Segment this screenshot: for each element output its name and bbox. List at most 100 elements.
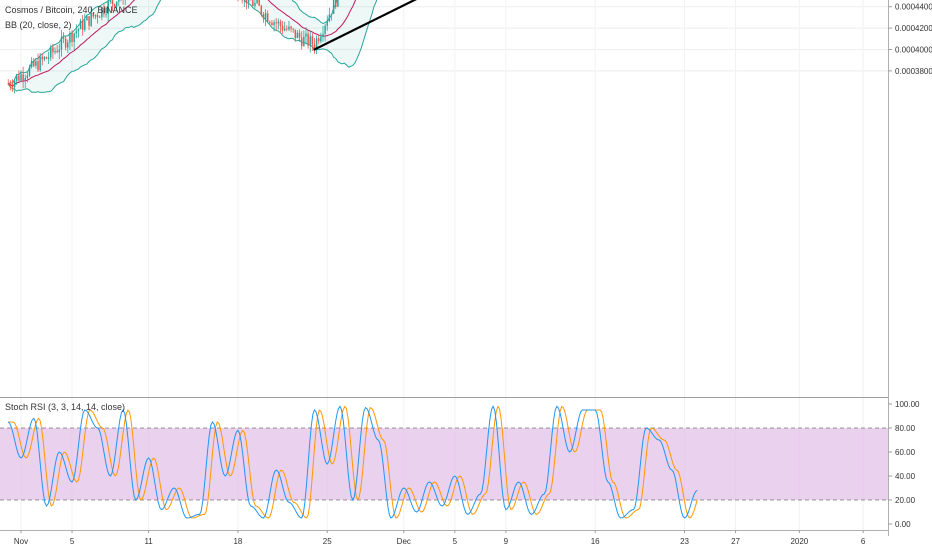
candle-body	[118, 0, 119, 2]
candle-body	[82, 21, 83, 30]
time-tick-label: 16	[591, 537, 600, 546]
price-tick-label: 0.0004400	[895, 3, 932, 12]
time-tick-label: Dec	[397, 537, 411, 546]
candle-body	[27, 76, 28, 78]
candle-body	[307, 34, 308, 46]
candle-body	[16, 76, 17, 81]
candle-body	[282, 26, 283, 30]
candle-body	[29, 67, 30, 76]
candle-body	[59, 50, 60, 52]
time-tick-label: 23	[680, 537, 689, 546]
candle-body	[265, 13, 266, 18]
candle-body	[14, 81, 15, 87]
candle-body	[329, 14, 330, 21]
candle-body	[71, 33, 72, 42]
candle-body	[110, 0, 111, 1]
candle-body	[337, 0, 338, 7]
candle-body	[84, 20, 85, 30]
stoch-legend[interactable]: Stoch RSI (3, 3, 14, 14, close)	[5, 402, 129, 412]
bb-legend[interactable]: BB (20, close, 2)	[5, 20, 76, 30]
time-tick-label: 6	[861, 537, 866, 546]
time-tick-label: 18	[233, 537, 242, 546]
candle-body	[256, 0, 257, 3]
stoch-indicator-label[interactable]: Stoch RSI (3, 3, 14, 14, close)	[5, 402, 125, 412]
candle-body	[305, 34, 306, 37]
candle-body	[318, 38, 319, 41]
candle-body	[44, 57, 45, 59]
stoch-tick-label: 0.00	[895, 520, 911, 529]
candle-body	[63, 37, 64, 38]
candle-body	[31, 61, 32, 67]
candle-body	[284, 29, 285, 31]
candle-body	[56, 51, 57, 52]
candle[interactable]	[258, 0, 259, 6]
candle-body	[309, 36, 310, 45]
price-tick-label: 0.0004000	[895, 46, 932, 55]
candle-body	[67, 43, 68, 48]
candle-body	[267, 13, 268, 21]
time-tick-label: 5	[453, 537, 458, 546]
stoch-tick-label: 20.00	[895, 496, 916, 505]
symbol-title[interactable]: Cosmos / Bitcoin, 240, BINANCE	[5, 5, 138, 15]
candle-body	[61, 37, 62, 49]
candle-body	[10, 84, 11, 86]
candle-body	[290, 27, 291, 29]
candle-body	[286, 29, 287, 30]
candle-body	[275, 22, 276, 23]
candle-body	[303, 37, 304, 46]
candle-body	[322, 34, 323, 37]
candle-body	[33, 61, 34, 66]
candle-body	[254, 3, 255, 6]
candle-body	[69, 33, 70, 43]
candle[interactable]	[252, 0, 253, 6]
candle-body	[335, 0, 336, 7]
candle-body	[292, 29, 293, 30]
candle[interactable]	[337, 0, 338, 7]
candle-body	[7, 84, 8, 85]
candle-body	[35, 61, 36, 66]
stoch-tick-label: 80.00	[895, 424, 916, 433]
candle-body	[37, 61, 38, 70]
candle-body	[288, 27, 289, 30]
candle-body	[88, 16, 89, 26]
candle-body	[320, 37, 321, 41]
candle-body	[312, 36, 313, 44]
candle-body	[297, 33, 298, 38]
candle-body	[46, 57, 47, 59]
candle[interactable]	[333, 0, 334, 14]
candle-body	[99, 17, 100, 18]
price-tick-label: 0.0004200	[895, 24, 932, 33]
candle-body	[301, 38, 302, 47]
candle-body	[271, 23, 272, 25]
candle-body	[324, 26, 325, 34]
candle-body	[54, 51, 55, 52]
symbol-legend[interactable]: Cosmos / Bitcoin, 240, BINANCE	[5, 5, 142, 15]
candle-body	[258, 0, 259, 6]
stoch-tick-label: 40.00	[895, 472, 916, 481]
candle-body	[252, 0, 253, 6]
candle-body	[97, 15, 98, 17]
candle-body	[73, 33, 74, 41]
candle-body	[20, 74, 21, 80]
candle-body	[273, 22, 274, 25]
candle-body	[80, 21, 81, 29]
stoch-tick-label: 100.00	[895, 400, 920, 409]
time-tick-label: 11	[144, 537, 153, 546]
candle-body	[246, 0, 247, 3]
candle-body	[78, 29, 79, 31]
time-tick-label: 5	[70, 537, 75, 546]
candle-body	[25, 78, 26, 80]
candle-body	[263, 14, 264, 19]
candle-body	[18, 76, 19, 81]
candle-body	[42, 57, 43, 60]
candle-body	[50, 47, 51, 57]
candle-body	[39, 57, 40, 70]
bb-indicator-label[interactable]: BB (20, close, 2)	[5, 20, 72, 30]
stoch-tick-label: 60.00	[895, 448, 916, 457]
candle-body	[12, 86, 13, 87]
candle-body	[52, 47, 53, 52]
candle-body	[48, 57, 49, 58]
candle-body	[248, 0, 249, 3]
